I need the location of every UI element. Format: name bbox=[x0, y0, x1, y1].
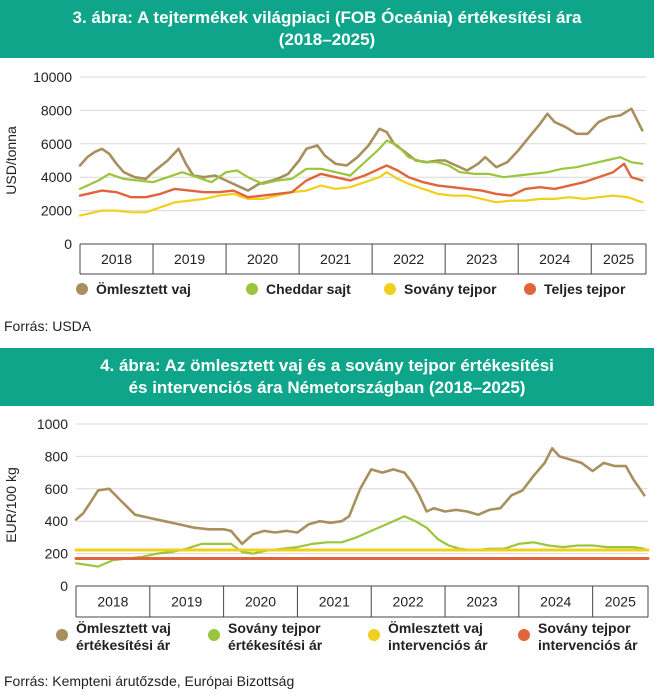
x-tick-label-1-4: 2022 bbox=[393, 594, 424, 610]
x-tick-label-0-0: 2018 bbox=[101, 251, 132, 267]
figure-2-header: 4. ábra: Az ömlesztett vaj és a sovány t… bbox=[0, 348, 654, 406]
x-tick-label-1-6: 2024 bbox=[540, 594, 571, 610]
figure-2-title-line-2: és intervenciós ára Németországban (2018… bbox=[128, 378, 526, 397]
series-line-1-0 bbox=[74, 446, 646, 546]
y-tick-label-1-0: 0 bbox=[60, 578, 68, 594]
series-line-0-3 bbox=[78, 162, 644, 199]
legend-label-0-3: Teljes tejpor bbox=[544, 281, 626, 297]
legend-marker-1-0 bbox=[56, 629, 68, 641]
legend-marker-0-1 bbox=[246, 283, 258, 295]
legend-label-0-1: Cheddar sajt bbox=[266, 281, 351, 297]
series-line-0-2 bbox=[78, 171, 644, 217]
figure-1-title-line-2: (2018–2025) bbox=[278, 30, 376, 49]
legend-marker-0-3 bbox=[524, 283, 536, 295]
y-tick-label-1-5: 1000 bbox=[37, 416, 68, 432]
figure-2-source: Forrás: Kempteni árutőzsde, Európai Bizo… bbox=[4, 673, 295, 689]
y-tick-label-1-1: 200 bbox=[45, 546, 69, 562]
legend-label-1-2-line-2: intervenciós ár bbox=[388, 637, 488, 653]
y-axis-title-1: EUR/100 kg bbox=[3, 467, 19, 542]
figure-1-source: Forrás: USDA bbox=[4, 318, 92, 334]
figure-2-title-line-1: 4. ábra: Az ömlesztett vaj és a sovány t… bbox=[100, 356, 554, 375]
x-tick-label-0-6: 2024 bbox=[539, 251, 570, 267]
x-tick-label-1-7: 2025 bbox=[605, 594, 636, 610]
y-tick-label-0-2: 4000 bbox=[41, 169, 72, 185]
x-tick-label-0-5: 2023 bbox=[466, 251, 497, 267]
x-tick-label-0-4: 2022 bbox=[393, 251, 424, 267]
series-line-0-0 bbox=[78, 107, 644, 192]
figure-1-header: 3. ábra: A tejtermékek világpiaci (FOB Ó… bbox=[0, 0, 654, 58]
x-tick-label-0-7: 2025 bbox=[603, 251, 634, 267]
legend-marker-1-2 bbox=[368, 629, 380, 641]
y-axis-title-0: USD/tonna bbox=[3, 126, 19, 195]
legend-label-1-2-line-1: Ömlesztett vaj bbox=[388, 620, 483, 636]
figure-1-title-line-1: 3. ábra: A tejtermékek világpiaci (FOB Ó… bbox=[72, 8, 582, 27]
legend-label-1-0-line-2: értékesítési ár bbox=[76, 637, 171, 653]
y-tick-label-0-1: 2000 bbox=[41, 203, 72, 219]
legend-label-1-1-line-1: Sovány tejpor bbox=[228, 620, 321, 636]
legend-marker-0-2 bbox=[384, 283, 396, 295]
series-line-1-1 bbox=[74, 515, 646, 568]
chart-1: 0 2000 4000 6000 8000 10000 USD/tonna 2018 2019 2… bbox=[3, 69, 647, 297]
y-tick-label-1-3: 600 bbox=[45, 481, 69, 497]
x-tick-label-0-3: 2021 bbox=[320, 251, 351, 267]
legend-label-0-2: Sovány tejpor bbox=[404, 281, 497, 297]
legend-label-1-1-line-2: értékesítési ár bbox=[228, 637, 323, 653]
x-tick-label-0-2: 2020 bbox=[247, 251, 278, 267]
y-tick-label-0-3: 6000 bbox=[41, 136, 72, 152]
chart-2: 0 200 400 600 800 1000 EUR/100 kg 2018 2019 2020 2… bbox=[3, 416, 650, 653]
y-tick-label-1-2: 400 bbox=[45, 513, 69, 529]
series-line-0-1 bbox=[78, 139, 644, 190]
legend-label-1-3-line-2: intervenciós ár bbox=[538, 637, 638, 653]
x-tick-label-1-2: 2020 bbox=[245, 594, 276, 610]
x-tick-label-1-0: 2018 bbox=[97, 594, 128, 610]
legend-marker-1-1 bbox=[208, 629, 220, 641]
x-tick-label-1-5: 2023 bbox=[466, 594, 497, 610]
y-tick-label-0-0: 0 bbox=[64, 236, 72, 252]
legend-marker-0-0 bbox=[76, 283, 88, 295]
legend-label-1-3-line-1: Sovány tejpor bbox=[538, 620, 631, 636]
legend-marker-1-3 bbox=[518, 629, 530, 641]
x-tick-label-1-1: 2019 bbox=[171, 594, 202, 610]
legend-label-1-0-line-1: Ömlesztett vaj bbox=[76, 620, 171, 636]
y-tick-label-0-5: 10000 bbox=[33, 69, 72, 85]
y-tick-label-0-4: 8000 bbox=[41, 102, 72, 118]
x-tick-label-0-1: 2019 bbox=[174, 251, 205, 267]
legend-label-0-0: Ömlesztett vaj bbox=[96, 281, 191, 297]
y-tick-label-1-4: 800 bbox=[45, 448, 69, 464]
x-tick-label-1-3: 2021 bbox=[319, 594, 350, 610]
